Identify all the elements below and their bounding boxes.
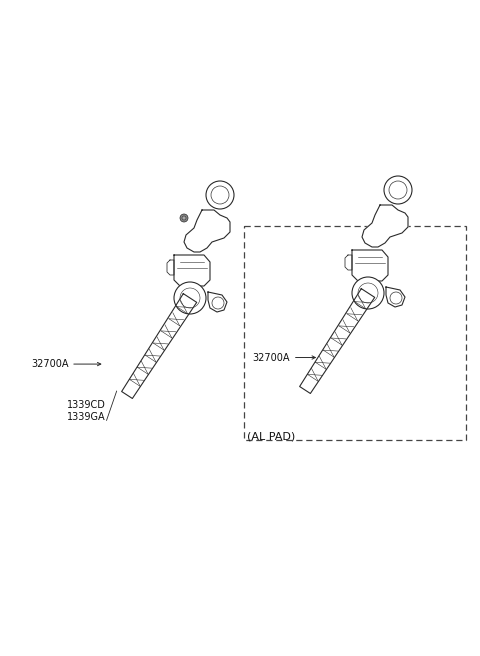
Polygon shape: [121, 294, 197, 398]
Circle shape: [174, 282, 206, 314]
Circle shape: [358, 283, 378, 303]
Polygon shape: [362, 205, 408, 247]
Polygon shape: [386, 287, 405, 307]
Circle shape: [180, 214, 188, 222]
Text: 32700A: 32700A: [252, 352, 289, 363]
Circle shape: [212, 297, 224, 309]
Text: 1339GA: 1339GA: [67, 411, 106, 422]
Polygon shape: [184, 210, 230, 252]
Circle shape: [352, 277, 384, 309]
Polygon shape: [300, 289, 375, 394]
Text: (AL PAD): (AL PAD): [247, 431, 296, 441]
Text: 32700A: 32700A: [31, 359, 69, 369]
Polygon shape: [352, 250, 388, 281]
Polygon shape: [208, 292, 227, 312]
Circle shape: [389, 181, 407, 199]
Circle shape: [211, 186, 229, 204]
Circle shape: [180, 288, 200, 308]
Text: 1339CD: 1339CD: [67, 400, 106, 410]
Circle shape: [182, 216, 186, 220]
Bar: [244, 226, 466, 440]
Polygon shape: [345, 255, 352, 270]
Circle shape: [390, 292, 402, 304]
Polygon shape: [174, 255, 210, 286]
Circle shape: [206, 181, 234, 209]
Polygon shape: [167, 260, 174, 275]
Circle shape: [384, 176, 412, 204]
